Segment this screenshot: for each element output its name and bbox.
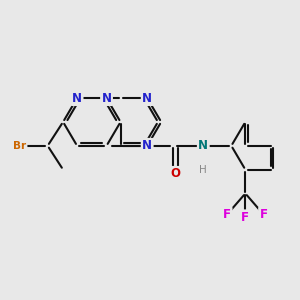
Text: N: N [72, 92, 82, 105]
Text: F: F [241, 211, 249, 224]
Text: N: N [198, 139, 208, 152]
Text: H: H [200, 165, 207, 175]
Text: F: F [223, 208, 231, 221]
Text: N: N [142, 92, 152, 105]
Text: Br: Br [13, 141, 26, 151]
Text: O: O [170, 167, 180, 180]
Text: N: N [101, 92, 112, 105]
Text: F: F [260, 208, 268, 221]
Text: N: N [142, 139, 152, 152]
